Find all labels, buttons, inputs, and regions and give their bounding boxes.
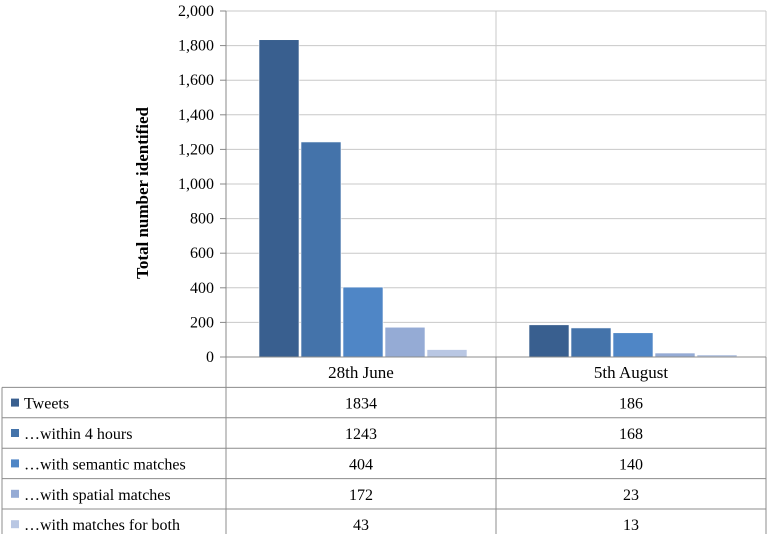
legend-label: …with spatial matches xyxy=(24,487,171,504)
y-axis-label: Total number identified xyxy=(133,106,152,278)
bar xyxy=(342,286,384,358)
bar xyxy=(258,39,300,358)
legend-label: …with matches for both xyxy=(24,517,180,534)
data-label: 1243 xyxy=(345,426,377,443)
bar xyxy=(426,349,468,358)
y-tick-label: 1,000 xyxy=(178,176,214,193)
y-tick-label: 1,200 xyxy=(178,141,214,158)
data-label: 168 xyxy=(619,426,643,443)
legend-swatch xyxy=(11,398,19,407)
bar xyxy=(570,327,612,358)
legend-swatch xyxy=(11,520,19,529)
bar xyxy=(612,332,654,358)
bar xyxy=(528,324,570,358)
data-label: 13 xyxy=(623,517,639,534)
data-label: 172 xyxy=(349,487,373,504)
data-label: 23 xyxy=(623,487,639,504)
y-tick-label: 600 xyxy=(190,245,214,262)
data-label: 404 xyxy=(349,456,373,473)
legend-label: Tweets xyxy=(24,396,69,413)
bars xyxy=(258,39,738,358)
bar xyxy=(300,141,342,358)
bar xyxy=(654,352,696,358)
legend-swatch xyxy=(11,459,19,468)
bar xyxy=(384,326,426,358)
y-tick-label: 2,000 xyxy=(178,3,214,20)
category-label: 5th August xyxy=(594,363,668,382)
legend-label: …with semantic matches xyxy=(24,456,186,473)
data-label: 1834 xyxy=(345,396,377,413)
y-tick-label: 1,600 xyxy=(178,72,214,89)
y-tick-label: 800 xyxy=(190,211,214,228)
data-table: 28th June 5th August Tweets 1834 186 …within … xyxy=(1,356,767,534)
legend-swatch xyxy=(11,429,19,437)
category-label: 28th June xyxy=(328,363,394,382)
y-tick-label: 1,800 xyxy=(178,38,214,55)
legend-label: …within 4 hours xyxy=(24,426,132,443)
data-label: 186 xyxy=(619,396,643,413)
data-label: 140 xyxy=(619,456,643,473)
y-tick-label: 400 xyxy=(190,280,214,297)
data-label: 43 xyxy=(353,517,369,534)
y-tick-label: 200 xyxy=(190,314,214,331)
legend-swatch xyxy=(11,489,19,498)
y-tick-label: 0 xyxy=(206,349,214,366)
y-tick-label: 1,400 xyxy=(178,107,214,124)
y-axis-ticks: 0 200 400 600 800 1,000 1,200 1,400 1,600 1,800 2,… xyxy=(178,3,226,366)
